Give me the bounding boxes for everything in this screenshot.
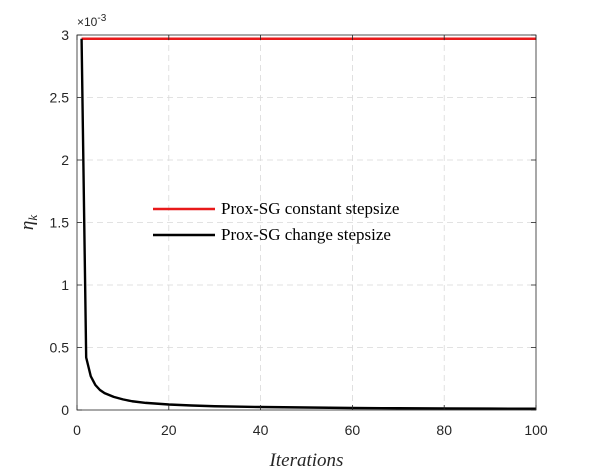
x-tick-label: 20 — [161, 422, 177, 438]
series-lines — [80, 37, 537, 410]
x-tick-label: 80 — [436, 422, 452, 438]
series-line-1 — [80, 38, 537, 410]
y-tick-label: 3 — [61, 27, 69, 43]
y-tick-label: 2.5 — [50, 90, 70, 106]
y-tick-label: 2 — [61, 152, 69, 168]
y-tick-label: 1.5 — [50, 215, 70, 231]
x-tick-label: 60 — [345, 422, 361, 438]
axis-ticks: 0 20 40 60 80 100 0 0.5 1 1.5 2 2.5 3 — [50, 27, 548, 438]
legend: Prox-SG constant stepsize Prox-SG change… — [153, 199, 399, 244]
y-multiplier-label: ×10-3 — [77, 13, 107, 29]
y-tick-label: 0.5 — [50, 340, 70, 356]
x-axis-label: Iterations — [269, 450, 344, 471]
x-tick-label: 100 — [524, 422, 548, 438]
y-tick-label: 0 — [61, 402, 69, 418]
x-tick-label: 40 — [253, 422, 269, 438]
y-tick-label: 1 — [61, 277, 69, 293]
y-axis-label: ηk — [17, 215, 40, 230]
legend-label-constant: Prox-SG constant stepsize — [221, 199, 399, 218]
legend-label-change: Prox-SG change stepsize — [221, 225, 391, 244]
grid-lines — [77, 35, 536, 410]
x-tick-label: 0 — [73, 422, 81, 438]
